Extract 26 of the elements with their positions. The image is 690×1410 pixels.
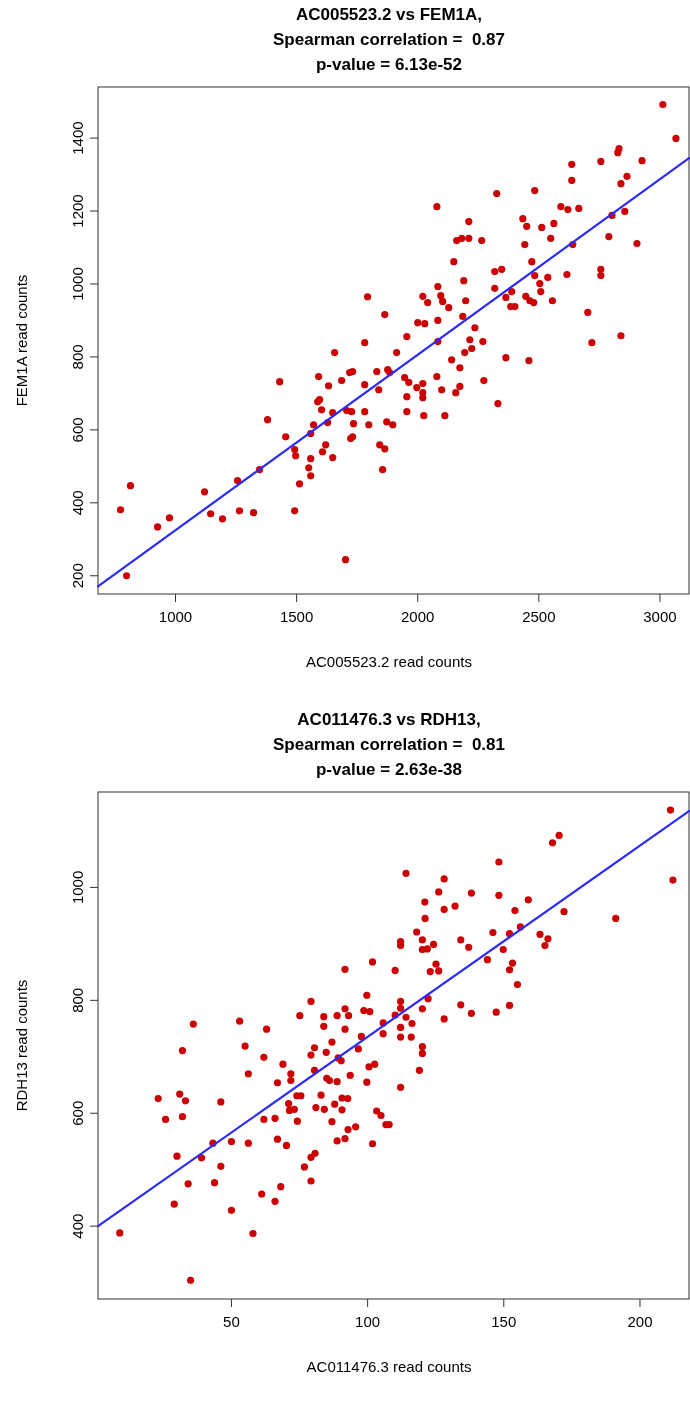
y-tick-label: 1400 <box>69 121 86 155</box>
x-tick-label: 200 <box>627 1313 653 1330</box>
y-tick-label: 600 <box>69 1100 86 1126</box>
x-tick-label: 1000 <box>158 608 193 625</box>
y-tick-label: 800 <box>69 987 86 1013</box>
x-tick-label: 100 <box>355 1313 381 1330</box>
y-tick-label: 600 <box>69 417 86 443</box>
x-tick-label: 1500 <box>279 608 314 625</box>
y-tick-label: 1000 <box>69 870 86 905</box>
y-tick-label: 400 <box>69 490 86 516</box>
x-tick-label: 150 <box>491 1313 517 1330</box>
y-tick-label: 800 <box>69 344 86 370</box>
x-tick-label: 2500 <box>522 608 556 625</box>
y-tick-label: 1000 <box>69 267 86 301</box>
y-tick-label: 200 <box>69 563 86 589</box>
y-axis-title: FEM1A read counts <box>13 274 30 407</box>
y-tick-label: 1200 <box>69 194 86 228</box>
x-tick-label: 50 <box>223 1313 240 1330</box>
chart-title: AC011476.3 vs RDH13, Spearman correlation = 0.81 p-value = 2.63e-38 <box>273 710 505 779</box>
x-tick-label: 3000 <box>643 608 677 625</box>
x-axis-title: AC011476.3 read counts <box>306 1358 472 1375</box>
y-axis-title: RDH13 read counts <box>13 979 30 1112</box>
x-tick-label: 2000 <box>401 608 435 625</box>
x-axis-title: AC005523.2 read counts <box>306 653 472 670</box>
chart-title: AC005523.2 vs FEM1A, Spearman correlation = 0.87 p-value = 6.13e-52 <box>273 5 505 74</box>
y-tick-label: 400 <box>69 1213 86 1239</box>
